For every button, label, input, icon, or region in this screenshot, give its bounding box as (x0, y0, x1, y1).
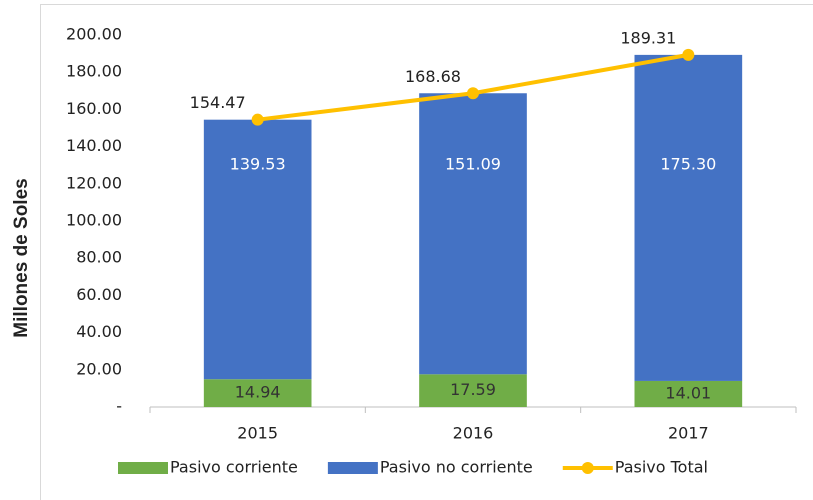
x-tick-label: 2017 (668, 424, 709, 443)
y-tick-label: 180.00 (66, 62, 122, 81)
y-tick-label: 120.00 (66, 173, 122, 192)
data-label: 14.01 (665, 383, 711, 402)
data-label: 189.31 (620, 28, 676, 47)
y-tick-label: 160.00 (66, 99, 122, 118)
x-tick-label: 2016 (453, 424, 494, 443)
bar (634, 380, 743, 407)
data-label: 17.59 (450, 380, 496, 399)
data-label: 175.30 (660, 155, 716, 174)
line-point (467, 87, 479, 100)
bar (419, 374, 527, 407)
legend-swatch (581, 462, 594, 474)
data-label: 139.53 (230, 155, 286, 174)
legend-label: Pasivo Total (615, 458, 708, 477)
y-tick-label: 40.00 (76, 322, 122, 341)
bar (419, 93, 527, 375)
bar (203, 379, 312, 407)
legend-swatch (118, 462, 168, 474)
x-tick-label: 2015 (237, 424, 278, 443)
data-label: 168.68 (405, 67, 461, 86)
y-tick-label: 60.00 (76, 285, 122, 304)
y-tick-label: - (116, 397, 122, 416)
line-point (251, 113, 264, 126)
bar (203, 119, 312, 380)
line-point (682, 48, 695, 61)
y-tick-label: 200.00 (66, 25, 122, 44)
chart-frame (40, 4, 813, 500)
y-tick-label: 100.00 (66, 211, 122, 230)
y-tick-label: 80.00 (76, 248, 122, 267)
y-tick-label: 140.00 (66, 136, 122, 155)
legend-label: Pasivo no corriente (380, 458, 533, 477)
y-tick-label: 20.00 (76, 359, 122, 378)
data-label: 154.47 (190, 93, 246, 112)
data-label: 14.94 (235, 383, 281, 402)
legend-swatch (327, 462, 378, 474)
data-label: 151.09 (445, 155, 501, 174)
bar (634, 54, 743, 381)
legend-label: Pasivo corriente (170, 458, 298, 477)
y-axis-label: Millones de Soles (11, 178, 32, 337)
